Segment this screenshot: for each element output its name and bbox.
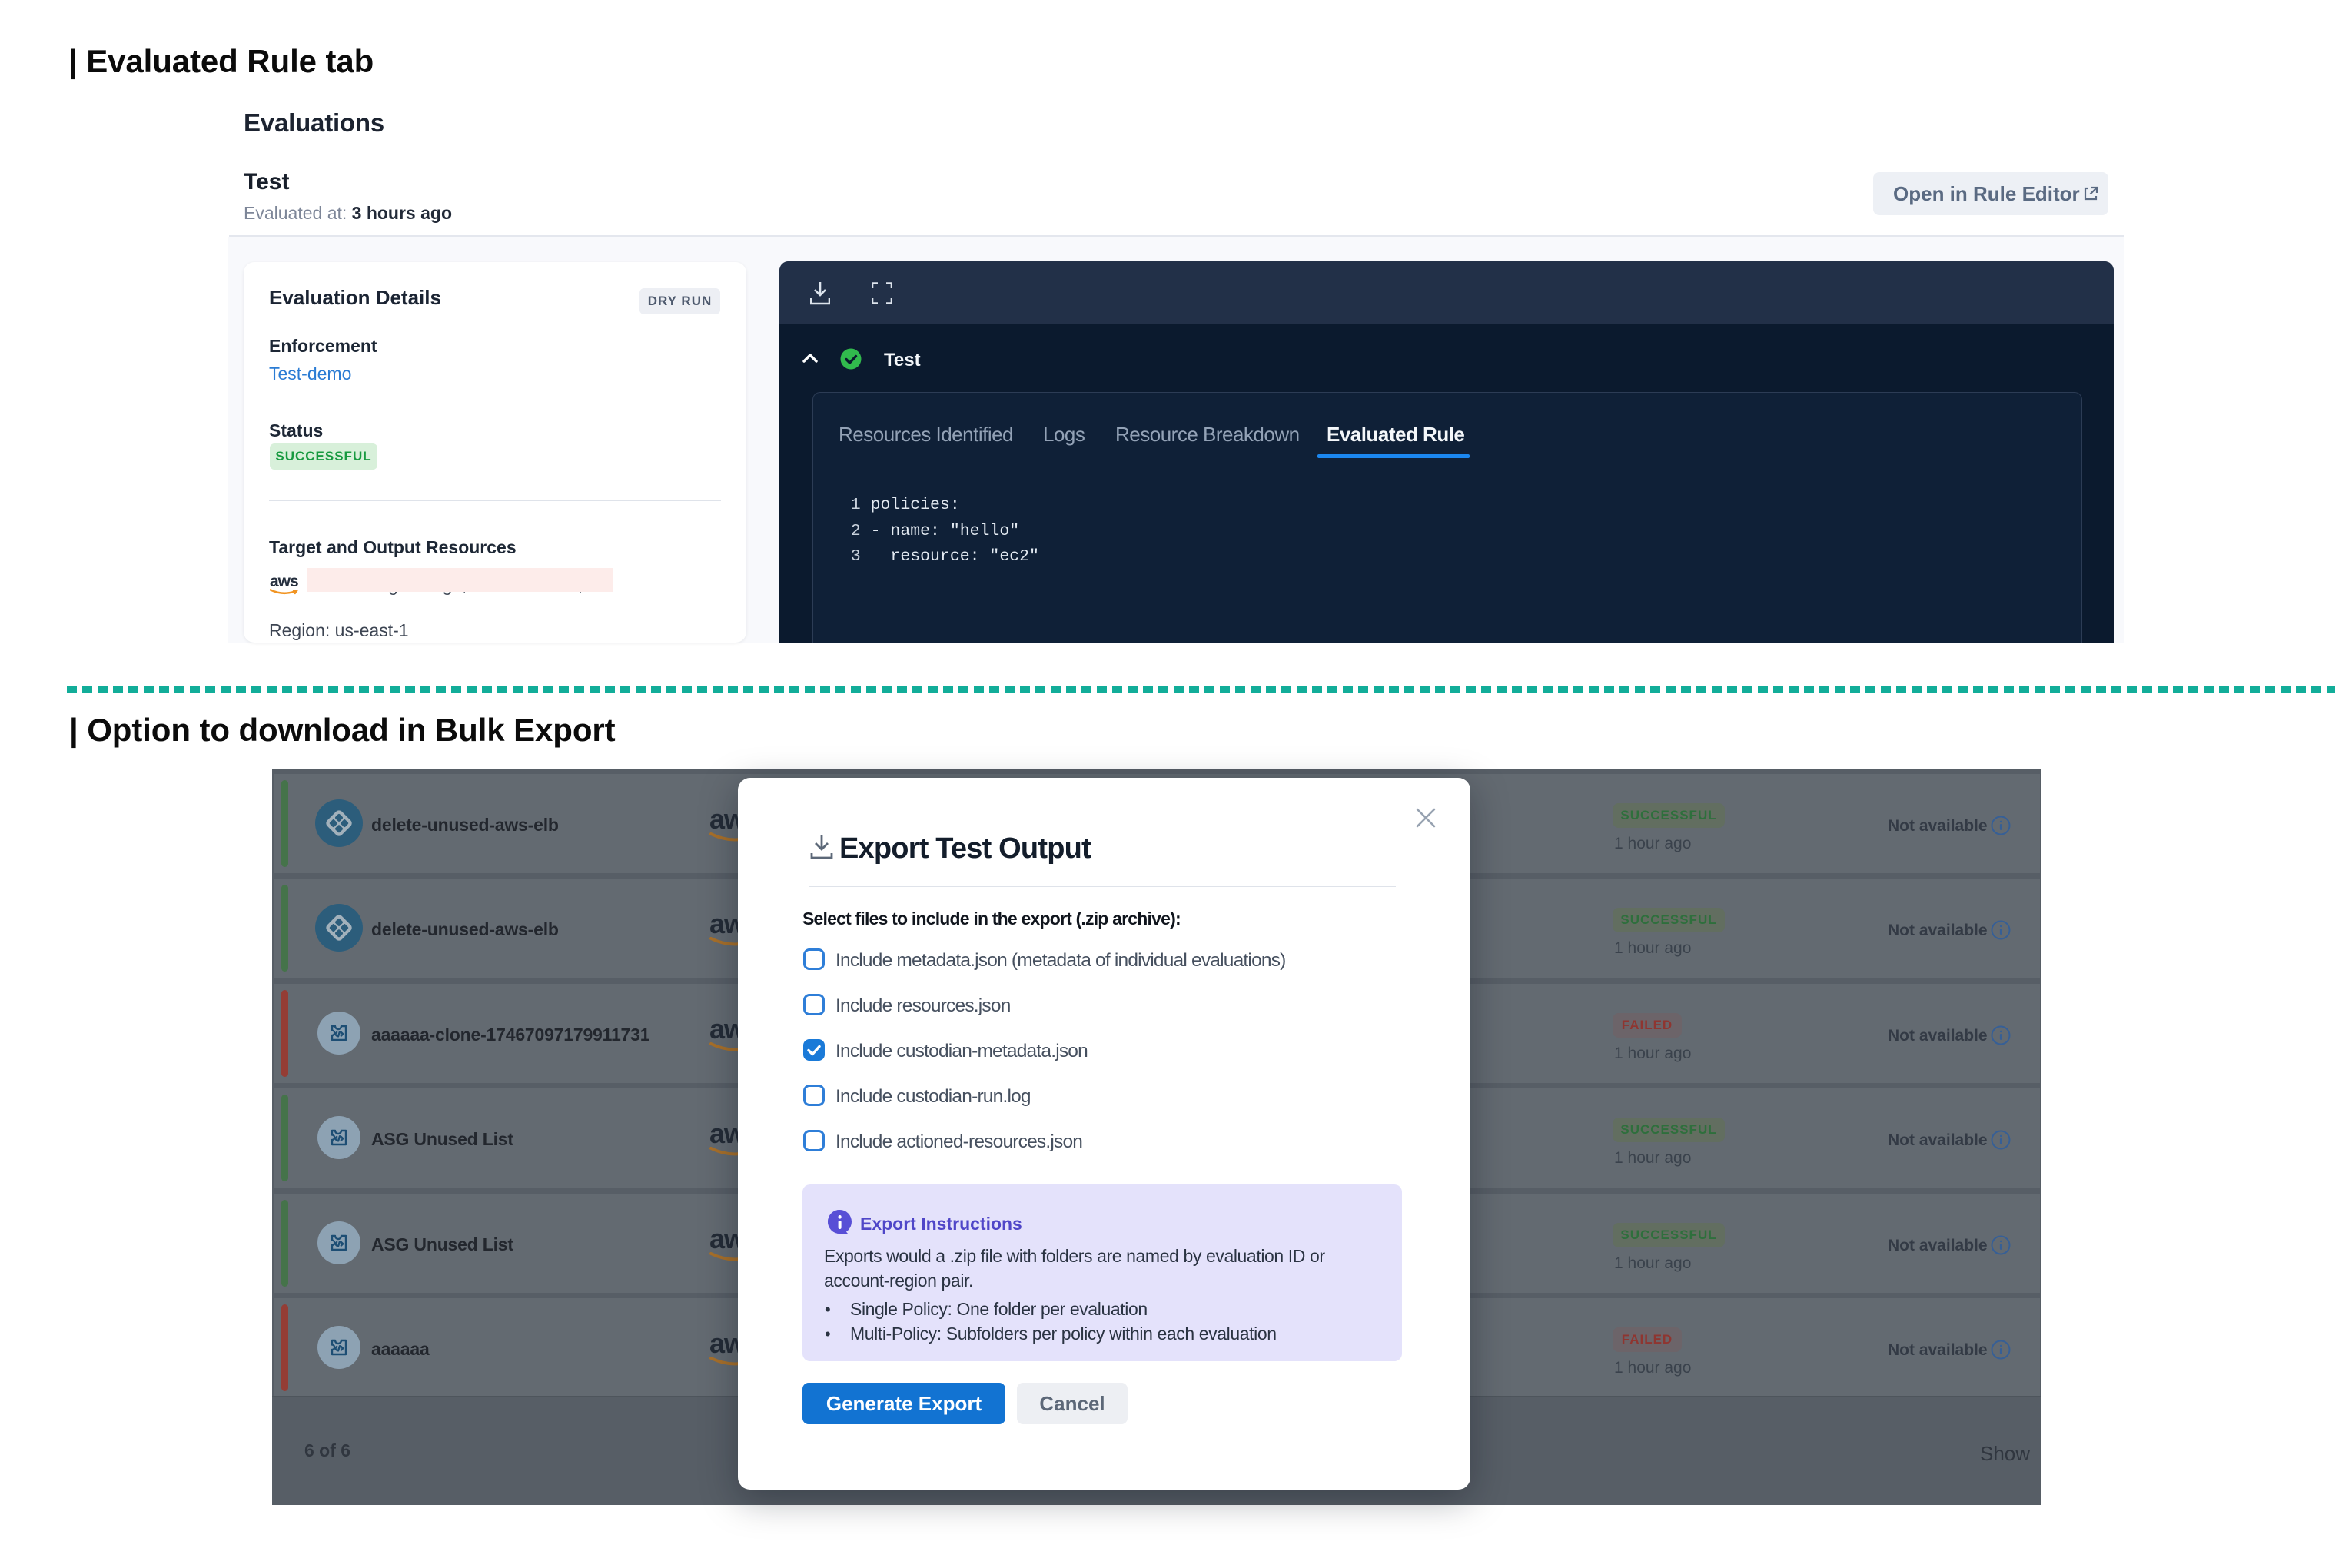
svg-text:aws: aws: [270, 573, 298, 590]
